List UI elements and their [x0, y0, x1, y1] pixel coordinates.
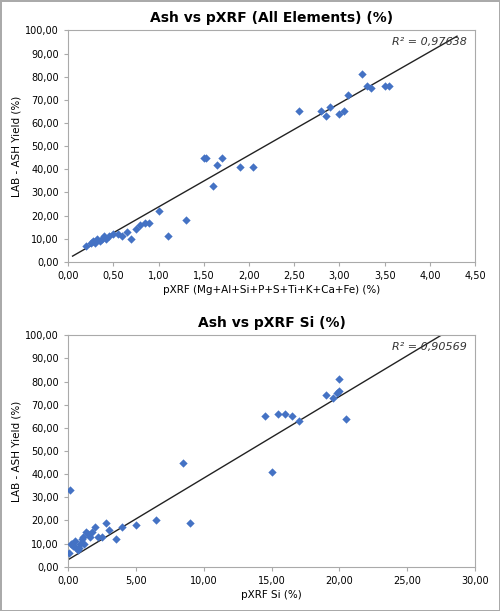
- Point: [154, 206, 162, 216]
- Point: [214, 160, 222, 170]
- Text: R² = 0,90569: R² = 0,90569: [392, 342, 467, 352]
- Point: [94, 532, 102, 541]
- Point: [336, 375, 344, 384]
- Point: [380, 81, 388, 91]
- Point: [336, 386, 344, 396]
- Point: [318, 106, 326, 116]
- Point: [281, 409, 289, 419]
- Point: [98, 234, 106, 244]
- Point: [71, 536, 79, 546]
- Point: [91, 522, 99, 532]
- Point: [342, 414, 350, 423]
- Title: Ash vs pXRF (All Elements) (%): Ash vs pXRF (All Elements) (%): [150, 11, 393, 25]
- Point: [68, 539, 76, 549]
- Y-axis label: LAB - ASH Yield (%): LAB - ASH Yield (%): [11, 95, 21, 197]
- Point: [146, 218, 154, 227]
- Point: [344, 90, 352, 100]
- Point: [102, 234, 110, 244]
- Point: [186, 518, 194, 528]
- Point: [118, 522, 126, 532]
- Text: R² = 0,97638: R² = 0,97638: [392, 37, 467, 48]
- Point: [141, 218, 149, 227]
- Point: [358, 70, 366, 79]
- Y-axis label: LAB - ASH Yield (%): LAB - ASH Yield (%): [11, 400, 21, 502]
- Point: [164, 232, 172, 241]
- Point: [93, 234, 101, 244]
- Point: [326, 102, 334, 112]
- Point: [332, 388, 340, 398]
- Point: [136, 220, 144, 230]
- Point: [86, 238, 94, 248]
- Title: Ash vs pXRF Si (%): Ash vs pXRF Si (%): [198, 316, 346, 330]
- Point: [152, 516, 160, 525]
- Point: [268, 467, 276, 477]
- Point: [91, 238, 99, 248]
- Point: [322, 111, 330, 121]
- Point: [66, 548, 74, 558]
- Point: [180, 458, 188, 467]
- Point: [78, 534, 86, 544]
- Point: [218, 153, 226, 163]
- Point: [110, 229, 118, 239]
- Point: [72, 543, 80, 553]
- Point: [123, 227, 131, 236]
- Point: [128, 234, 136, 244]
- Point: [132, 225, 140, 235]
- Point: [112, 534, 120, 544]
- Point: [80, 539, 88, 549]
- Point: [294, 416, 302, 426]
- Point: [362, 81, 370, 91]
- Point: [100, 232, 108, 241]
- Point: [82, 241, 90, 251]
- Point: [84, 529, 92, 539]
- X-axis label: pXRF (Mg+Al+Si+P+S+Ti+K+Ca+Fe) (%): pXRF (Mg+Al+Si+P+S+Ti+K+Ca+Fe) (%): [163, 285, 380, 295]
- Point: [114, 229, 122, 239]
- Point: [86, 532, 94, 541]
- Point: [336, 109, 344, 119]
- Point: [236, 162, 244, 172]
- Point: [182, 215, 190, 225]
- Point: [105, 232, 113, 241]
- Point: [102, 518, 110, 528]
- Point: [385, 81, 393, 91]
- Point: [66, 485, 74, 495]
- Point: [209, 181, 217, 191]
- Point: [132, 520, 140, 530]
- Point: [288, 411, 296, 421]
- Point: [90, 236, 98, 246]
- Point: [88, 527, 96, 537]
- Point: [98, 532, 106, 541]
- Point: [75, 543, 83, 553]
- Point: [367, 84, 375, 93]
- Point: [76, 539, 84, 549]
- Point: [70, 541, 78, 551]
- Point: [79, 532, 87, 541]
- Point: [105, 525, 113, 535]
- Point: [340, 106, 348, 116]
- Point: [74, 546, 82, 555]
- Point: [250, 162, 258, 172]
- Point: [274, 409, 282, 419]
- Point: [294, 106, 302, 116]
- Point: [118, 232, 126, 241]
- Point: [261, 411, 269, 421]
- Point: [67, 539, 75, 549]
- Point: [82, 527, 90, 537]
- Point: [96, 236, 104, 246]
- Point: [200, 153, 207, 163]
- Point: [202, 153, 209, 163]
- X-axis label: pXRF Si (%): pXRF Si (%): [241, 590, 302, 600]
- Point: [322, 390, 330, 400]
- Point: [328, 393, 336, 403]
